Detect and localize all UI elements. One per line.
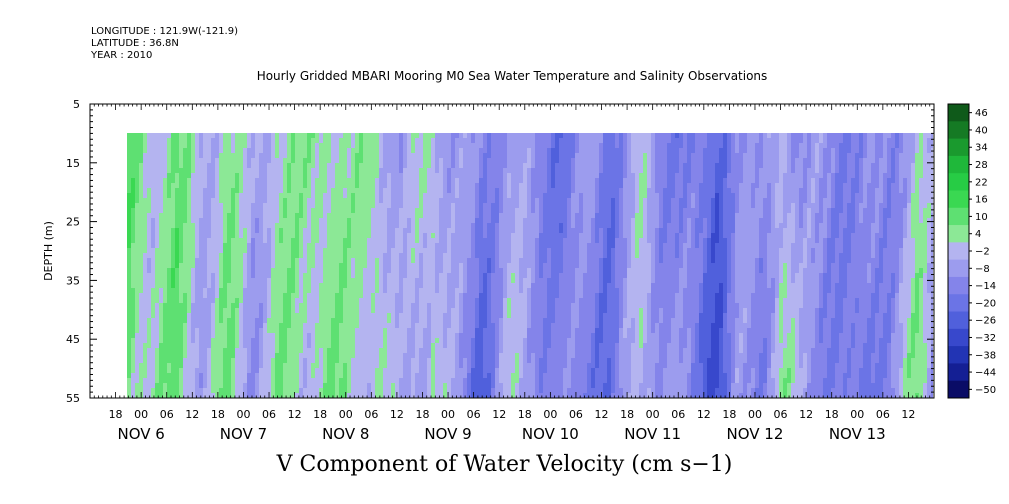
colorbar-label: −8	[975, 264, 990, 275]
x-hour-label: 12	[799, 408, 813, 421]
x-hour-label: 18	[415, 408, 429, 421]
colorbar-label: 40	[975, 125, 988, 136]
x-hour-label: 00	[339, 408, 353, 421]
y-tick-label: 25	[66, 216, 80, 229]
colorbar-label: −32	[975, 333, 996, 344]
latitude-label: LATITUDE : 36.8N	[91, 38, 179, 49]
colorbar-label: −38	[975, 350, 996, 361]
colorbar-swatch	[948, 207, 969, 226]
x-hour-label: 18	[211, 408, 225, 421]
colorbar-swatch	[948, 190, 969, 209]
x-hour-label: 06	[774, 408, 788, 421]
x-hour-label: 12	[697, 408, 711, 421]
x-hour-label: 12	[185, 408, 199, 421]
y-axis-label: DEPTH (m)	[42, 221, 55, 281]
variable-label: V Component of Water Velocity (cm s−1)	[276, 452, 733, 477]
x-hour-label: 18	[109, 408, 123, 421]
y-tick-label: 45	[66, 333, 80, 346]
colorbar-label: −2	[975, 247, 990, 258]
x-axis: 18 00 06 12 18 00 06 12 18 00 06 12 18 00 06 12 18 00 06 12…	[89, 104, 935, 443]
colorbar-swatch	[948, 346, 969, 364]
colorbar-label: 4	[975, 229, 981, 240]
x-date-label: NOV 9	[424, 425, 471, 443]
x-hour-label: 18	[518, 408, 532, 421]
colorbar-label: 34	[975, 143, 988, 154]
colorbar-label: 22	[975, 177, 988, 188]
x-hour-label: 00	[543, 408, 557, 421]
colorbar-label: −14	[975, 281, 996, 292]
x-hour-label: 00	[646, 408, 660, 421]
x-hour-label: 06	[876, 408, 890, 421]
chart-title: Hourly Gridded MBARI Mooring M0 Sea Wate…	[256, 69, 768, 83]
x-hour-label: 12	[901, 408, 915, 421]
y-tick-label: 35	[66, 274, 80, 287]
x-hour-label: 06	[467, 408, 481, 421]
colorbar-swatch	[948, 104, 969, 122]
longitude-label: LONGITUDE : 121.9W(-121.9)	[91, 26, 238, 37]
x-hour-label: 12	[288, 408, 302, 421]
colorbar-swatch	[948, 276, 969, 295]
colorbar-swatch	[948, 225, 969, 243]
x-hour-label: 06	[671, 408, 685, 421]
x-hour-label: 18	[313, 408, 327, 421]
colorbar-label: 46	[975, 108, 988, 119]
colorbar-swatch	[948, 173, 969, 191]
colorbar-label: 16	[975, 195, 988, 206]
x-hour-label: 00	[236, 408, 250, 421]
y-axis: 5 15 25 35 45 55	[66, 98, 934, 405]
x-hour-label: 12	[492, 408, 506, 421]
colorbar-swatch	[948, 259, 969, 278]
colorbar-swatch	[948, 138, 969, 157]
x-hour-label: 18	[620, 408, 634, 421]
colorbar-swatch	[948, 294, 969, 313]
colorbar: 46 40 34 28 22 16 10 4 −2 −8 −14 −20 −26 −32 −38 −44 −50	[947, 103, 996, 399]
year-label: YEAR : 2010	[91, 50, 153, 61]
x-hour-label: 00	[441, 408, 455, 421]
y-tick-label: 55	[66, 392, 80, 405]
colorbar-label: −26	[975, 316, 996, 327]
colorbar-swatch	[948, 121, 969, 140]
x-hour-label: 00	[850, 408, 864, 421]
x-date-label: NOV 7	[220, 425, 267, 443]
velocity-field	[127, 133, 933, 398]
colorbar-swatch	[948, 311, 969, 330]
colorbar-label: −20	[975, 298, 996, 309]
x-date-label: NOV 13	[829, 425, 886, 443]
x-hour-label: 06	[569, 408, 583, 421]
x-date-label: NOV 8	[322, 425, 369, 443]
x-hour-label: 12	[390, 408, 404, 421]
colorbar-swatch	[948, 242, 969, 261]
y-tick-label: 5	[73, 98, 80, 111]
colorbar-label: −44	[975, 368, 996, 379]
x-hour-label: 06	[160, 408, 174, 421]
colorbar-label: −50	[975, 385, 996, 396]
x-hour-label: 06	[364, 408, 378, 421]
colorbar-label: 10	[975, 212, 988, 223]
y-tick-label: 15	[66, 157, 80, 170]
x-date-label: NOV 6	[117, 425, 164, 443]
x-date-label: NOV 12	[727, 425, 784, 443]
x-date-label: NOV 10	[522, 425, 579, 443]
colorbar-swatch	[948, 380, 969, 399]
colorbar-swatch	[948, 328, 969, 347]
colorbar-swatch	[948, 155, 969, 174]
x-date-label: NOV 11	[624, 425, 681, 443]
x-hour-label: 00	[748, 408, 762, 421]
x-hour-label: 00	[134, 408, 148, 421]
x-hour-label: 12	[595, 408, 609, 421]
x-hour-label: 06	[262, 408, 276, 421]
colorbar-label: 28	[975, 160, 988, 171]
x-hour-label: 18	[825, 408, 839, 421]
x-hour-label: 18	[722, 408, 736, 421]
colorbar-swatch	[948, 363, 969, 382]
